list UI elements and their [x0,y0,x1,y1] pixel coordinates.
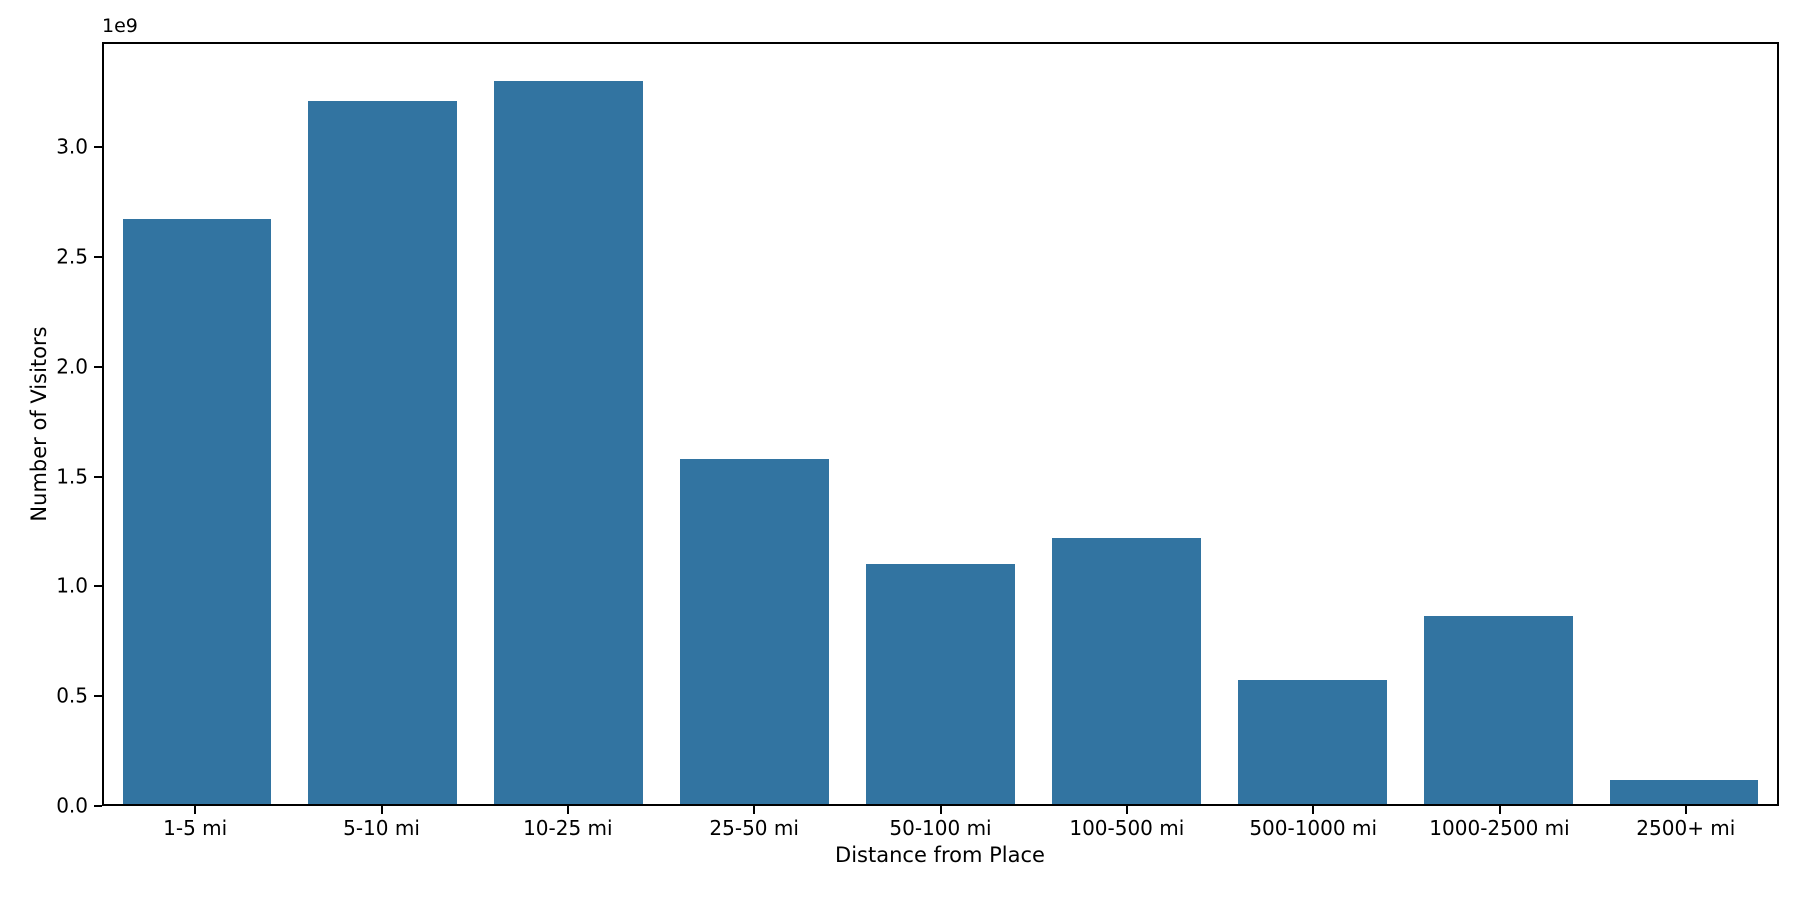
bar-slot [662,44,848,804]
x-tick-label: 5-10 mi [343,816,420,840]
bar-500-1000 mi [1237,679,1387,804]
x-tick-mark [566,806,569,814]
x-tick-label: 500-1000 mi [1249,816,1377,840]
bar-slot [1033,44,1219,804]
y-tick-label: 1.0 [56,574,88,599]
y-tick-mark [94,365,102,368]
x-tick-mark [380,806,383,814]
bar-50-100 mi [866,563,1015,804]
bar-2500+ mi [1609,779,1759,804]
y-tick-mark [94,146,102,149]
bar-slot [1405,44,1591,804]
x-tick-mark [753,806,756,814]
y-tick-label: 0.0 [56,793,88,818]
bar-1-5 mi [122,218,272,804]
bar-5-10 mi [308,100,458,804]
x-tick-label: 2500+ mi [1636,816,1736,840]
bar-100-500 mi [1052,537,1201,804]
bar-1000-2500 mi [1423,616,1573,804]
bar-slot [1591,44,1777,804]
x-tick-label: 1-5 mi [163,816,228,840]
x-tick-mark [1312,806,1315,814]
bar-slot [848,44,1034,804]
x-tick-mark [939,806,942,814]
y-tick-label: 0.5 [56,683,88,708]
bar-slot [104,44,290,804]
y-tick-mark [94,585,102,588]
x-tick-mark [194,806,197,814]
x-tick-label: 100-500 mi [1069,816,1185,840]
plot-area [102,42,1779,806]
x-tick-label: 25-50 mi [709,816,799,840]
y-axis-offset-text: 1e9 [102,15,138,37]
bar-slot [290,44,476,804]
x-tick-mark [1125,806,1128,814]
y-tick-mark [94,805,102,807]
bar-25-50 mi [680,458,829,804]
x-tick-label: 50-100 mi [889,816,992,840]
x-axis-title: Distance from Place [835,843,1045,867]
bar-slot [476,44,662,804]
x-tick-mark [1684,806,1687,814]
y-tick-mark [94,695,102,698]
bar-slot [1219,44,1405,804]
y-tick-label: 1.5 [56,464,88,489]
x-tick-mark [1498,806,1501,814]
bars-container [104,44,1777,804]
x-tick-label: 10-25 mi [523,816,613,840]
y-tick-label: 2.0 [56,354,88,379]
y-tick-mark [94,475,102,478]
y-tick-mark [94,256,102,259]
bar-10-25 mi [494,81,644,804]
y-tick-label: 3.0 [56,134,88,159]
x-tick-label: 1000-2500 mi [1429,816,1570,840]
y-tick-label: 2.5 [56,244,88,269]
